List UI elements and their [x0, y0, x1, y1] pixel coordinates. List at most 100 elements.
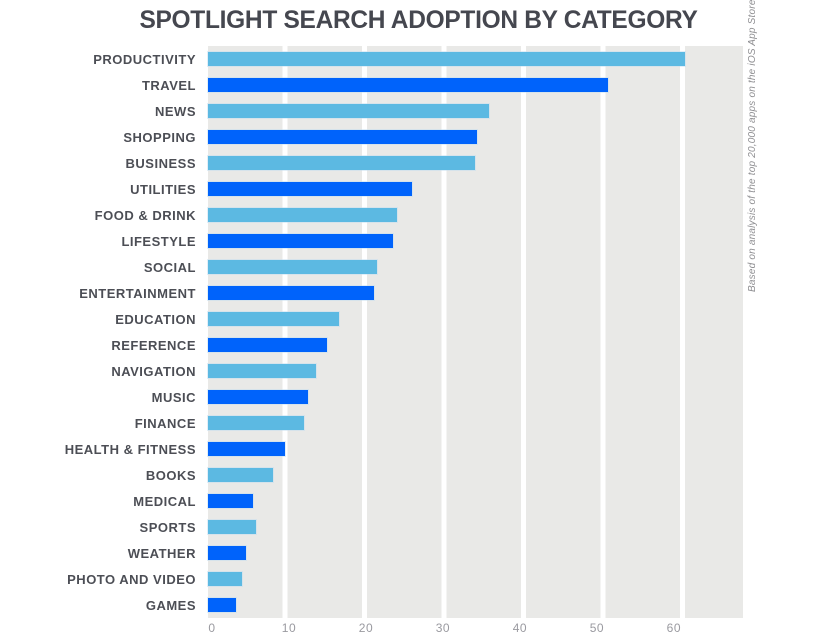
x-tick-label: 0	[208, 621, 216, 635]
chart-row: UTILITIES	[0, 176, 743, 202]
x-tick-label: 10	[281, 621, 297, 635]
bar-track	[208, 338, 743, 352]
bar	[208, 494, 254, 508]
chart-row: FINANCE	[0, 410, 743, 436]
bar	[208, 572, 242, 586]
chart-row: TRAVEL	[0, 72, 743, 98]
chart-row: BUSINESS	[0, 150, 743, 176]
bar	[208, 364, 316, 378]
bar-track	[208, 572, 743, 586]
x-axis: 0 10 20 30 40 50 60	[0, 621, 837, 637]
bar	[208, 52, 686, 66]
chart-row: HEALTH & FITNESS	[0, 436, 743, 462]
bar-track	[208, 520, 743, 534]
bar	[208, 416, 305, 430]
category-label: BOOKS	[145, 467, 196, 483]
category-label: TRAVEL	[141, 77, 196, 93]
bar	[208, 182, 412, 196]
bar-track	[208, 156, 743, 170]
bar	[208, 598, 236, 612]
chart-row: NEWS	[0, 98, 743, 124]
category-label: HEALTH & FITNESS	[64, 441, 196, 457]
bar-track	[208, 364, 743, 378]
source-note: Based on analysis of the top 20,000 apps…	[747, 0, 758, 292]
category-label: NEWS	[155, 103, 196, 119]
category-label: LIFESTYLE	[121, 233, 196, 249]
bar-track	[208, 78, 743, 92]
bar-track	[208, 390, 743, 404]
bar	[208, 338, 328, 352]
bar	[208, 156, 476, 170]
chart-row: REFERENCE	[0, 332, 743, 358]
category-label: MUSIC	[151, 389, 196, 405]
chart-row: ENTERTAINMENT	[0, 280, 743, 306]
x-tick-label: 50	[589, 621, 605, 635]
category-label: NAVIGATION	[111, 363, 196, 379]
chart-title: SPOTLIGHT SEARCH ADOPTION BY CATEGORY	[139, 6, 698, 34]
category-label: BUSINESS	[125, 155, 196, 171]
bar	[208, 286, 374, 300]
bar-track	[208, 286, 743, 300]
bar-track	[208, 260, 743, 274]
chart-row: WEATHER	[0, 540, 743, 566]
category-label: PHOTO AND VIDEO	[67, 571, 196, 587]
bar-track	[208, 312, 743, 326]
category-label: MEDICAL	[133, 493, 196, 509]
category-label: SOCIAL	[143, 259, 196, 275]
bar-track	[208, 52, 743, 66]
bar-track	[208, 416, 743, 430]
x-tick-label: 60	[666, 621, 682, 635]
category-label: UTILITIES	[130, 181, 196, 197]
category-label: SHOPPING	[123, 129, 196, 145]
bar	[208, 104, 489, 118]
bar-track	[208, 130, 743, 144]
bar-track	[208, 182, 743, 196]
chart-row: BOOKS	[0, 462, 743, 488]
chart-row: MUSIC	[0, 384, 743, 410]
x-tick-label: 40	[512, 621, 528, 635]
chart-row: SOCIAL	[0, 254, 743, 280]
chart-rows: PRODUCTIVITY TRAVEL NEWS SHOPPING BUSINESS UT…	[0, 46, 743, 618]
category-label: GAMES	[145, 597, 196, 613]
chart-row: SHOPPING	[0, 124, 743, 150]
category-label: FINANCE	[134, 415, 196, 431]
x-tick-label: 30	[435, 621, 451, 635]
chart-row: SPORTS	[0, 514, 743, 540]
category-label: SPORTS	[139, 519, 196, 535]
bar-track	[208, 208, 743, 222]
chart-row: FOOD & DRINK	[0, 202, 743, 228]
chart-row: NAVIGATION	[0, 358, 743, 384]
bar	[208, 468, 274, 482]
bar-track	[208, 442, 743, 456]
bar	[208, 78, 609, 92]
chart-row: PHOTO AND VIDEO	[0, 566, 743, 592]
bar	[208, 234, 393, 248]
bar	[208, 442, 285, 456]
bar-track	[208, 468, 743, 482]
bar-track	[208, 598, 743, 612]
bar	[208, 520, 256, 534]
bar	[208, 260, 378, 274]
bar-track	[208, 234, 743, 248]
category-label: PRODUCTIVITY	[93, 51, 196, 67]
bar-track	[208, 546, 743, 560]
category-label: EDUCATION	[115, 311, 196, 327]
x-tick-label: 20	[358, 621, 374, 635]
category-label: WEATHER	[127, 545, 196, 561]
bar-chart: PRODUCTIVITY TRAVEL NEWS SHOPPING BUSINESS UT…	[0, 46, 743, 618]
category-label: ENTERTAINMENT	[79, 285, 196, 301]
chart-row: LIFESTYLE	[0, 228, 743, 254]
bar	[208, 312, 339, 326]
chart-row: PRODUCTIVITY	[0, 46, 743, 72]
chart-row: GAMES	[0, 592, 743, 618]
category-label: REFERENCE	[111, 337, 196, 353]
bar-track	[208, 104, 743, 118]
bar-track	[208, 494, 743, 508]
chart-row: MEDICAL	[0, 488, 743, 514]
bar	[208, 208, 397, 222]
category-label: FOOD & DRINK	[94, 207, 196, 223]
chart-row: EDUCATION	[0, 306, 743, 332]
bar	[208, 390, 309, 404]
bar	[208, 130, 478, 144]
bar	[208, 546, 247, 560]
